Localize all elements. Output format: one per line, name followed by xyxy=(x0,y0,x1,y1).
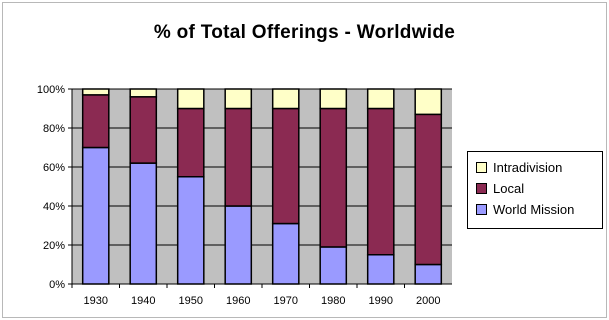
x-tick-label: 1940 xyxy=(131,295,155,307)
bar-local-1990 xyxy=(366,107,395,256)
chart-title: % of Total Offerings - Worldwide xyxy=(153,22,456,43)
bar-world-mission-1930 xyxy=(81,146,110,285)
y-tick-label: 0% xyxy=(49,279,65,291)
bar-world-mission-2000 xyxy=(414,263,443,285)
bar-world-mission-1980 xyxy=(319,246,348,285)
legend: Intradivision Local World Mission xyxy=(467,151,603,229)
x-tick-label: 2000 xyxy=(416,295,440,307)
bar-local-1970 xyxy=(271,107,300,225)
bar-world-mission-1960 xyxy=(224,205,253,285)
y-tick-label: 20% xyxy=(43,240,65,252)
x-tick-label: 1990 xyxy=(369,295,393,307)
y-tick-label: 60% xyxy=(43,162,65,174)
x-tick-label: 1930 xyxy=(84,295,108,307)
y-tick-label: 40% xyxy=(43,201,65,213)
bar-local-1960 xyxy=(224,107,253,207)
bar-world-mission-1940 xyxy=(129,162,158,285)
x-tick-label: 1980 xyxy=(321,295,345,307)
bar-intradivision-1960 xyxy=(224,88,253,110)
bar-intradivision-1990 xyxy=(366,88,395,110)
bar-intradivision-1980 xyxy=(319,88,348,110)
y-tick-label: 80% xyxy=(43,123,65,135)
legend-label-local: Local xyxy=(493,181,525,196)
legend-item-local: Local xyxy=(476,178,602,199)
bar-intradivision-1950 xyxy=(176,88,205,110)
bar-local-2000 xyxy=(414,113,443,266)
bar-intradivision-1930 xyxy=(81,88,110,96)
bar-world-mission-1990 xyxy=(366,254,395,285)
legend-label-intradivision: Intradivision xyxy=(493,160,563,175)
x-tick-label: 1950 xyxy=(179,295,203,307)
bar-local-1940 xyxy=(129,96,158,164)
bar-local-1980 xyxy=(319,107,348,248)
bar-intradivision-2000 xyxy=(414,88,443,116)
y-tick-label: 100% xyxy=(37,84,65,96)
bar-world-mission-1970 xyxy=(271,222,300,285)
bar-intradivision-1940 xyxy=(129,88,158,98)
legend-item-intradivision: Intradivision xyxy=(476,157,602,178)
x-tick-label: 1970 xyxy=(274,295,298,307)
plot-area xyxy=(72,89,452,284)
bar-world-mission-1950 xyxy=(176,176,205,285)
legend-swatch-intradivision xyxy=(476,162,487,173)
x-tick-label: 1960 xyxy=(226,295,250,307)
legend-swatch-world-mission xyxy=(476,204,487,215)
bar-intradivision-1970 xyxy=(271,88,300,110)
bar-local-1950 xyxy=(176,107,205,178)
legend-label-world-mission: World Mission xyxy=(493,202,575,217)
legend-item-world-mission: World Mission xyxy=(476,199,602,220)
bar-local-1930 xyxy=(81,94,110,149)
legend-swatch-local xyxy=(476,183,487,194)
